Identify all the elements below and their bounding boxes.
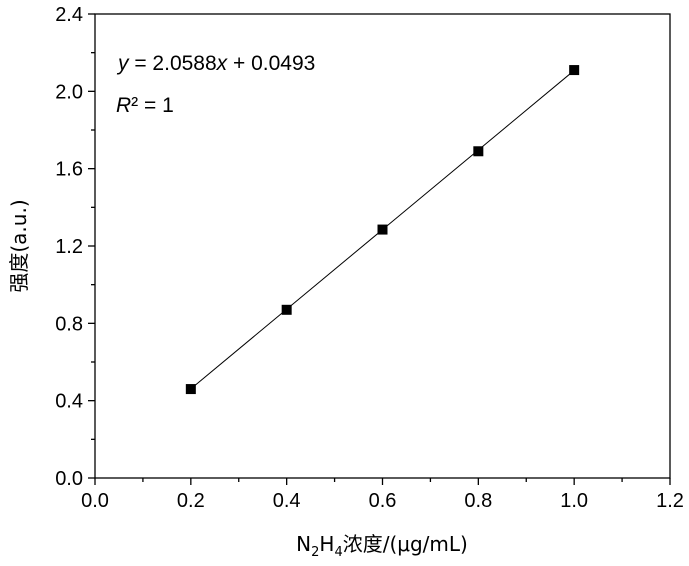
- x-tick-label: 0.2: [177, 490, 205, 512]
- y-tick-label: 0.0: [55, 468, 83, 490]
- r-symbol: R: [116, 94, 131, 117]
- equation-mid: = 2.0588: [129, 52, 217, 75]
- y-tick-label: 1.6: [55, 159, 83, 181]
- data-point: [569, 65, 580, 76]
- equation-x: x: [216, 52, 229, 75]
- x-axis-tick-labels: 0.0 0.2 0.4 0.6 0.8 1.0 1.2: [81, 490, 684, 512]
- data-point: [281, 304, 292, 315]
- y-tick-label: 0.4: [55, 391, 83, 413]
- xlabel-h: H: [319, 532, 334, 556]
- plot-frame: [94, 13, 671, 479]
- x-tick-label: 0.6: [369, 490, 397, 512]
- data-point: [473, 146, 484, 157]
- y-tick-label: 1.2: [55, 236, 83, 258]
- y-axis-tick-labels: 0.0 0.4 0.8 1.2 1.6 2.0 2.4: [55, 4, 83, 490]
- xlabel-rest: 浓度/(μg/mL): [343, 532, 468, 556]
- x-axis-title: N2H4浓度/(μg/mL): [296, 532, 468, 560]
- equation-text: y = 2.0588x + 0.0493: [116, 52, 315, 75]
- x-axis-ticks: [94, 478, 671, 485]
- data-points: [185, 65, 580, 395]
- x-tick-label: 0.8: [464, 490, 492, 512]
- xlabel-n: N: [296, 532, 311, 556]
- y-axis-ticks: [88, 13, 95, 479]
- r-squared-text: R² = 1: [116, 94, 174, 117]
- data-point: [377, 224, 388, 235]
- x-tick-label: 1.0: [560, 490, 588, 512]
- r-squared-value: ² = 1: [131, 94, 174, 117]
- equation-end: + 0.0493: [227, 52, 315, 75]
- data-point: [185, 384, 196, 395]
- y-tick-label: 2.4: [55, 4, 83, 26]
- x-tick-label: 1.2: [656, 490, 684, 512]
- xlabel-sub-2: 2: [311, 545, 319, 560]
- equation-y: y: [116, 52, 130, 75]
- y-axis-title: 强度(a.u.): [7, 199, 31, 292]
- x-tick-label: 0.0: [81, 490, 109, 512]
- y-tick-label: 2.0: [55, 81, 83, 103]
- xlabel-sub-4: 4: [334, 545, 342, 560]
- x-tick-label: 0.4: [273, 490, 301, 512]
- y-tick-label: 0.8: [55, 313, 83, 335]
